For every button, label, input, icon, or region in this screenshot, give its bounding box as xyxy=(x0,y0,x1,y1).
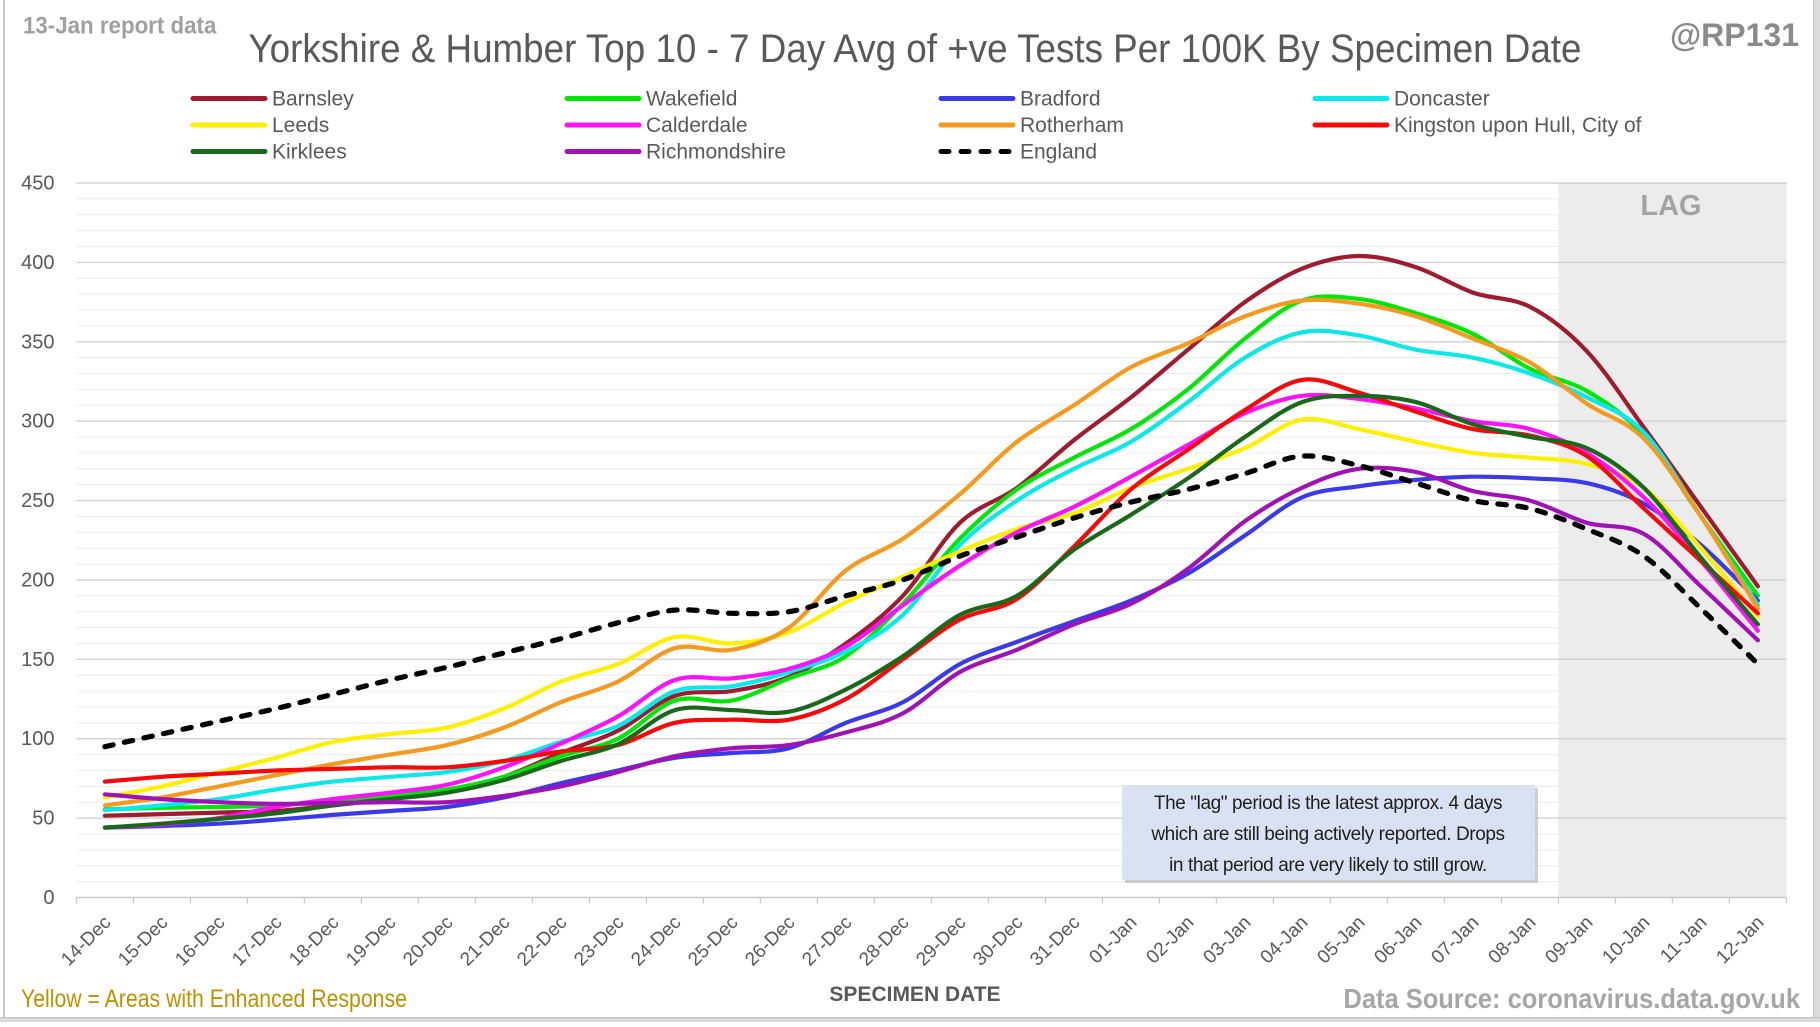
svg-text:LAG: LAG xyxy=(1640,190,1701,222)
svg-text:Rotherham: Rotherham xyxy=(1020,114,1124,137)
svg-text:SPECIMEN DATE: SPECIMEN DATE xyxy=(829,983,1000,1006)
svg-text:The "lag" period is the latest: The "lag" period is the latest approx. 4… xyxy=(1154,793,1502,814)
svg-text:Wakefield: Wakefield xyxy=(646,88,737,111)
svg-text:300: 300 xyxy=(21,411,54,433)
svg-text:50: 50 xyxy=(32,808,54,830)
svg-text:Data Source: coronavirus.data.: Data Source: coronavirus.data.gov.uk xyxy=(1343,983,1800,1014)
svg-text:Barnsley: Barnsley xyxy=(272,88,354,111)
svg-text:200: 200 xyxy=(21,569,54,591)
svg-text:@RP131: @RP131 xyxy=(1670,17,1799,53)
svg-text:350: 350 xyxy=(21,331,54,353)
svg-text:Bradford: Bradford xyxy=(1020,88,1101,111)
svg-text:0: 0 xyxy=(43,887,54,909)
svg-text:13-Jan report data: 13-Jan report data xyxy=(23,12,217,39)
svg-text:Kingston upon Hull, City of: Kingston upon Hull, City of xyxy=(1394,114,1642,137)
svg-text:400: 400 xyxy=(21,252,54,274)
svg-text:Doncaster: Doncaster xyxy=(1394,88,1490,111)
svg-text:Richmondshire: Richmondshire xyxy=(646,141,786,164)
svg-text:250: 250 xyxy=(21,490,54,512)
svg-text:Kirklees: Kirklees xyxy=(272,141,347,164)
svg-text:100: 100 xyxy=(21,728,54,750)
svg-text:in that period are very likely: in that period are very likely to still … xyxy=(1169,855,1487,876)
svg-text:Yorkshire & Humber Top 10 - 7: Yorkshire & Humber Top 10 - 7 Day Avg of… xyxy=(249,27,1582,72)
svg-text:Calderdale: Calderdale xyxy=(646,114,748,137)
svg-text:Leeds: Leeds xyxy=(272,114,329,137)
svg-text:England: England xyxy=(1020,141,1097,164)
svg-text:450: 450 xyxy=(21,173,54,195)
svg-text:Yellow = Areas with Enhanced R: Yellow = Areas with Enhanced Response xyxy=(21,984,407,1012)
svg-text:150: 150 xyxy=(21,649,54,671)
svg-text:which are still being actively: which are still being actively reported.… xyxy=(1150,824,1504,845)
